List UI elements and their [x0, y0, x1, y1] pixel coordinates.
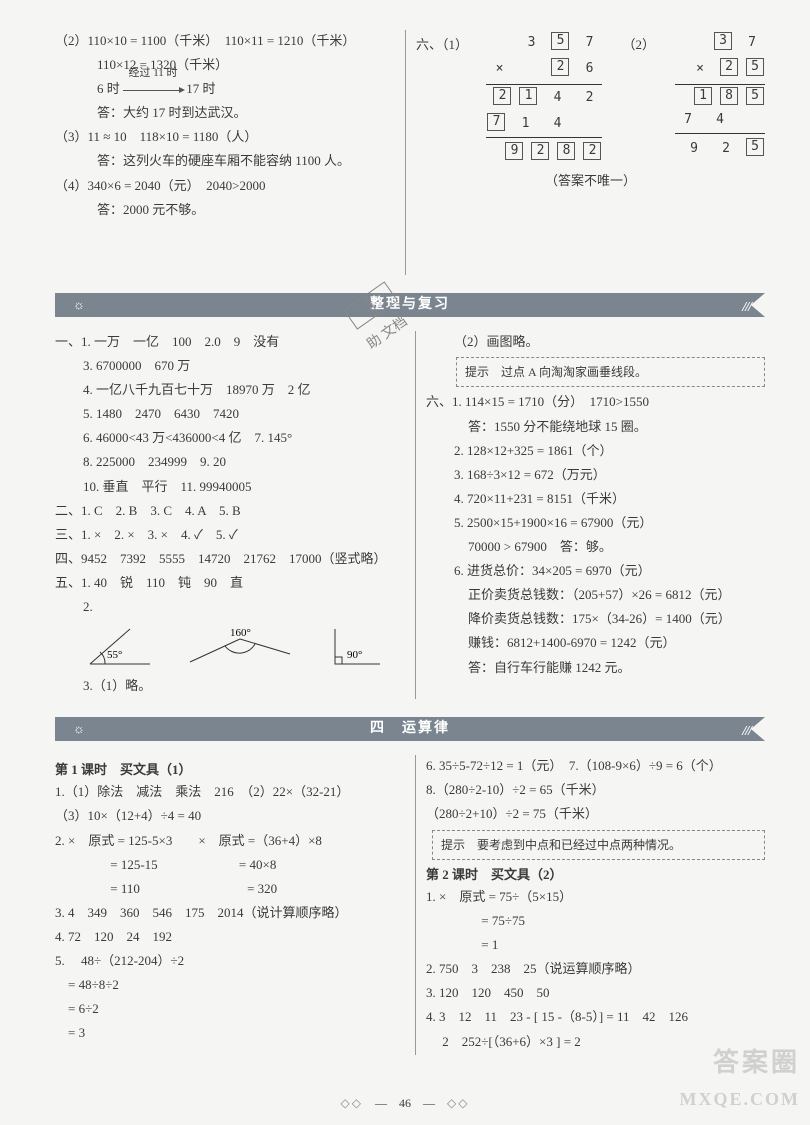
text-line: 4. 3 12 11 23 - [ 15 -（8-5）] = 11 42 126: [426, 1006, 765, 1028]
upper-left-column: （2）110×10 = 1100（千米） 110×11 = 1210（千米） 1…: [55, 30, 395, 275]
text-line: 2. 750 3 238 25（说运算顺序略）: [426, 958, 765, 980]
vertical-divider: [405, 30, 406, 275]
text-line: = 1: [426, 934, 765, 956]
text-line: 10. 垂直 平行 11. 99940005: [55, 476, 405, 498]
text-line: 三、1. × 2. × 3. × 4. ✓ 5. ✓: [55, 524, 405, 546]
text-line: 四、9452 7392 5555 14720 21762 17000（竖式略）: [55, 548, 405, 570]
text-line: 答：1550 分不能绕地球 15 圈。: [426, 416, 765, 438]
text-line: = 48÷8÷2: [55, 974, 405, 996]
angle-90: 90°: [325, 624, 385, 669]
text-line: （4）340×6 = 2040（元） 2040>2000: [55, 175, 395, 197]
text-line: 4. 72 120 24 192: [55, 926, 405, 948]
hint-box: 提示 要考虑到中点和已经过中点两种情况。: [432, 830, 765, 860]
text-line: 赚钱：6812+1400-6970 = 1242（元）: [426, 632, 765, 654]
angle-160: 160°: [185, 624, 295, 669]
text-line: 一、1. 一万 一亿 100 2.0 9 没有: [55, 331, 405, 353]
text-line: 答：这列火车的硬座车厢不能容纳 1100 人。: [55, 150, 395, 172]
arrow-annotation: 经过 11 时: [123, 78, 183, 100]
text-line: 6. 进货总价：34×205 = 6970（元）: [426, 560, 765, 582]
svg-text:55°: 55°: [107, 649, 122, 661]
text-line: 3. 120 120 450 50: [426, 982, 765, 1004]
svg-text:90°: 90°: [347, 649, 362, 661]
text-line: 降价卖货总钱数：175×（34-26）= 1400（元）: [426, 608, 765, 630]
text-line: 3.（1）略。: [55, 675, 405, 697]
text-line: 8. 225000 234999 9. 20: [55, 451, 405, 473]
text-line: 2. × 原式 = 125-5×3 × 原式 =（36+4）×8: [55, 830, 405, 852]
bottom-section: 第 1 课时 买文具（1） 1.（1）除法 减法 乘法 216 （2）22×（3…: [55, 755, 765, 1054]
label: 六、（1）: [416, 30, 466, 56]
text-line: 1. × 原式 = 75÷（5×15）: [426, 886, 765, 908]
text-line: 6. 46000<43 万<436000<4 亿 7. 145°: [55, 427, 405, 449]
text-line: 4. 720×11+231 = 8151（千米）: [426, 488, 765, 510]
text-line: 8.（280÷2-10）÷2 = 65（千米）: [426, 779, 765, 801]
section-header-review: 整理与复习 ///: [55, 293, 765, 321]
lesson-title: 第 2 课时 买文具（2）: [426, 864, 765, 886]
text-line: （2）110×10 = 1100（千米） 110×11 = 1210（千米）: [55, 30, 395, 52]
text-line: = 125-15 = 40×8: [55, 854, 405, 876]
multiplication-row: 六、（1） 357 ×26 2142 714 9282 （2） 37 ×25 1…: [416, 30, 765, 162]
text-line: （3）11 ≈ 10 118×10 = 1180（人）: [55, 126, 395, 148]
text-line: 3. 4 349 360 546 175 2014（说计算顺序略）: [55, 902, 405, 924]
lesson-title: 第 1 课时 买文具（1）: [55, 759, 405, 781]
text-line: 答：自行车行能赚 1242 元。: [426, 657, 765, 679]
text-line: 5. 1480 2470 6430 7420: [55, 403, 405, 425]
text-line: 五、1. 40 锐 110 钝 90 直: [55, 572, 405, 594]
upper-right-column: 六、（1） 357 ×26 2142 714 9282 （2） 37 ×25 1…: [416, 30, 765, 275]
text-line: （280÷2+10）÷2 = 75（千米）: [426, 803, 765, 825]
text-line: 2.: [55, 596, 405, 618]
vertical-divider: [415, 755, 416, 1054]
section-title: 四 运算律 ///: [55, 717, 765, 741]
text-line: 答：2000 元不够。: [55, 199, 395, 221]
text-line: 6. 35÷5-72÷12 = 1（元） 7.（108-9×6）÷9 = 6（个…: [426, 755, 765, 777]
text-line: 5. 2500×15+1900×16 = 67900（元）: [426, 512, 765, 534]
vertical-divider: [415, 331, 416, 699]
long-multiplication-2: 37 ×25 185 74 925: [675, 30, 765, 162]
long-multiplication-1: 357 ×26 2142 714 9282: [486, 30, 602, 162]
post-text: 17 时: [186, 81, 215, 96]
svg-text:160°: 160°: [230, 627, 251, 639]
text-line: （3）10×（12+4）÷4 = 40: [55, 805, 405, 827]
text-line: = 3: [55, 1022, 405, 1044]
text-line: = 6÷2: [55, 998, 405, 1020]
section-title: 整理与复习 ///: [55, 293, 765, 317]
angle-55: 55°: [85, 624, 155, 669]
text-line: 二、1. C 2. B 3. C 4. A 5. B: [55, 500, 405, 522]
mid-section: 一、1. 一万 一亿 100 2.0 9 没有 3. 6700000 670 万…: [55, 331, 765, 699]
bottom-left-column: 第 1 课时 买文具（1） 1.（1）除法 减法 乘法 216 （2）22×（3…: [55, 755, 405, 1054]
text-line: 70000 > 67900 答：够。: [426, 536, 765, 558]
text-line: 3. 168÷3×12 = 672（万元）: [426, 464, 765, 486]
note: （答案不唯一）: [416, 170, 765, 192]
text-line: 2. 128×12+325 = 1861（个）: [426, 440, 765, 462]
pre-text: 6 时: [97, 81, 120, 96]
text-line: 六、1. 114×15 = 1710（分） 1710>1550: [426, 391, 765, 413]
bottom-right-column: 6. 35÷5-72÷12 = 1（元） 7.（108-9×6）÷9 = 6（个…: [426, 755, 765, 1054]
watermark-logo: 答案圈: [713, 1041, 800, 1085]
text-line: 1.（1）除法 减法 乘法 216 （2）22×（32-21）: [55, 781, 405, 803]
arrow-label: 经过 11 时: [123, 64, 183, 83]
text-line: 4. 一亿八千九百七十万 18970 万 2 亿: [55, 379, 405, 401]
upper-section: （2）110×10 = 1100（千米） 110×11 = 1210（千米） 1…: [55, 30, 765, 275]
text-line: = 110 = 320: [55, 878, 405, 900]
text-line: 3. 6700000 670 万: [55, 355, 405, 377]
hint-box: 提示 过点 A 向淘淘家画垂线段。: [456, 357, 765, 387]
arrow-line: 6 时 经过 11 时 17 时: [55, 78, 395, 100]
text-line: 正价卖货总钱数：（205+57）×26 = 6812（元）: [426, 584, 765, 606]
angles-row: 55° 160° 90°: [55, 624, 405, 669]
label2: （2）: [622, 30, 655, 56]
section-header-unit4: 四 运算律 ///: [55, 717, 765, 745]
text-line: 110×12 = 1320（千米）: [55, 54, 395, 76]
text-line: 答：大约 17 时到达武汉。: [55, 102, 395, 124]
text-line: = 75÷75: [426, 910, 765, 932]
text-line: 5. 48÷（212-204）÷2: [55, 950, 405, 972]
mid-right-column: （2）画图略。 提示 过点 A 向淘淘家画垂线段。 六、1. 114×15 = …: [426, 331, 765, 699]
mid-left-column: 一、1. 一万 一亿 100 2.0 9 没有 3. 6700000 670 万…: [55, 331, 405, 699]
watermark-url: MXQE.COM: [680, 1084, 800, 1115]
arrow-graphic: [123, 90, 183, 91]
text-line: （2）画图略。: [426, 331, 765, 353]
